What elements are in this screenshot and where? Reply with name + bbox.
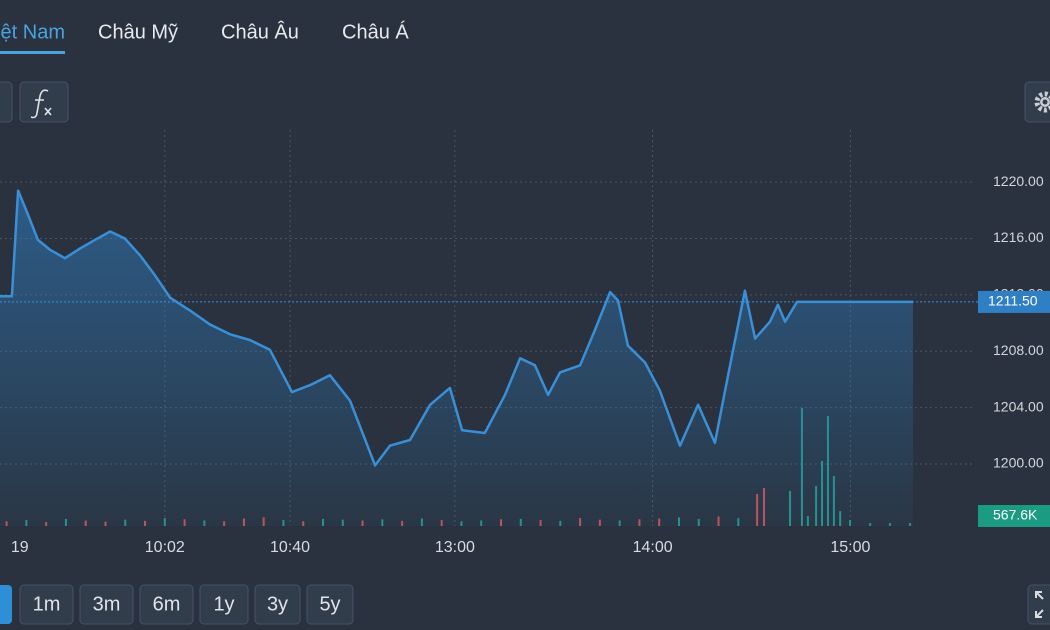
tab[interactable]: Việt Nam <box>0 21 65 43</box>
current-price-box <box>978 290 1050 313</box>
range-button[interactable] <box>139 584 194 625</box>
y-tick-label: 1220.00 <box>993 173 1044 189</box>
x-tick-label: 15:00 <box>830 539 870 556</box>
fullscreen-button[interactable] <box>1027 584 1050 625</box>
range-label: 1y <box>213 593 234 615</box>
range-label: 3m <box>93 593 121 615</box>
range-button[interactable] <box>254 584 301 625</box>
y-tick-label: 1216.00 <box>993 229 1044 245</box>
range-buttons: 1m 3m 6m 1y 3y 5y <box>19 584 354 625</box>
volume-box <box>978 505 1050 527</box>
function-icon <box>30 89 52 119</box>
x-tick-label: 19 <box>11 539 29 556</box>
range-label: 3y <box>267 593 288 615</box>
area <box>0 190 913 526</box>
tool-button[interactable] <box>0 81 13 123</box>
x-tick-label: 10:40 <box>270 539 310 556</box>
plot: 1200.001204.001208.001212.001216.001220.… <box>0 130 1050 556</box>
x-tick-label: 14:00 <box>633 539 673 556</box>
range-button[interactable] <box>199 584 249 625</box>
tab[interactable]: Châu Mỹ <box>98 21 178 43</box>
gear-icon <box>1042 99 1048 105</box>
range-button[interactable] <box>0 585 12 624</box>
tab[interactable]: Châu Á <box>342 20 409 43</box>
range-button[interactable] <box>79 584 134 625</box>
current-price-label: 1211.50 <box>988 293 1038 309</box>
range-label: 6m <box>153 593 181 615</box>
tab-underline <box>0 51 65 54</box>
y-tick-label: 1200.00 <box>993 455 1044 471</box>
range-button[interactable] <box>19 584 74 625</box>
volume-label: 567.6K <box>993 507 1038 523</box>
price-line <box>0 189 913 467</box>
range-label: 1m <box>33 593 61 615</box>
x-tick-label: 13:00 <box>435 539 475 556</box>
gear-icon <box>1034 91 1050 113</box>
range-button[interactable] <box>306 584 354 625</box>
tab[interactable]: Châu Âu <box>221 20 299 43</box>
y-tick-label: 1208.00 <box>993 342 1044 358</box>
fullscreen-icon <box>1035 591 1044 618</box>
x-tick-label: 10:02 <box>145 539 185 556</box>
function-button[interactable] <box>19 81 69 123</box>
range-label: 5y <box>319 593 340 615</box>
y-tick-label: 1204.00 <box>993 398 1044 414</box>
